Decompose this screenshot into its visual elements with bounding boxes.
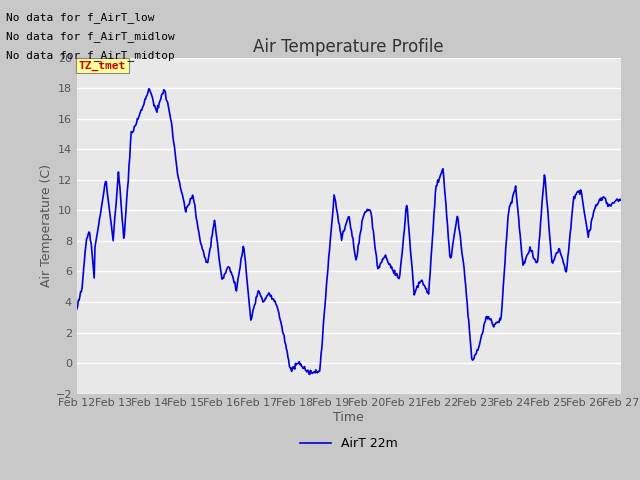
AirT 22m: [83, 236, 90, 241]
AirT 22m: [145, 86, 152, 92]
Text: No data for f_AirT_low: No data for f_AirT_low: [6, 12, 155, 23]
AirT 22m: [617, 197, 625, 203]
Text: No data for f_AirT_midlow: No data for f_AirT_midlow: [6, 31, 175, 42]
Legend: AirT 22m: AirT 22m: [295, 432, 403, 455]
AirT 22m: [223, 265, 231, 271]
X-axis label: Time: Time: [333, 411, 364, 424]
AirT 22m: [139, 104, 147, 110]
AirT 22m: [73, 306, 81, 312]
Text: No data for f_AirT_midtop: No data for f_AirT_midtop: [6, 50, 175, 61]
AirT 22m: [305, 372, 313, 377]
Y-axis label: Air Temperature (C): Air Temperature (C): [40, 164, 52, 287]
AirT 22m: [433, 183, 440, 189]
Title: Air Temperature Profile: Air Temperature Profile: [253, 38, 444, 56]
AirT 22m: [417, 279, 424, 285]
Line: AirT 22m: AirT 22m: [77, 89, 621, 374]
Text: TZ_tmet: TZ_tmet: [79, 60, 126, 71]
AirT 22m: [195, 228, 202, 234]
